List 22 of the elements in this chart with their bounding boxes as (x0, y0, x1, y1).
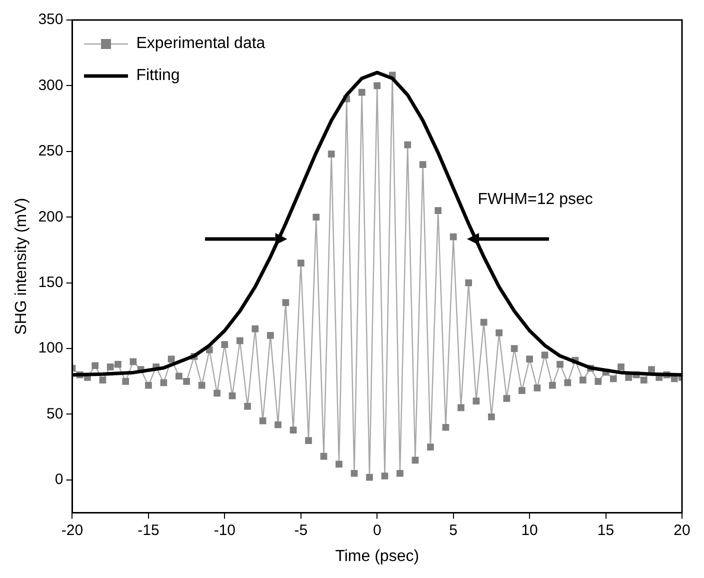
y-tick-label: 200 (38, 208, 64, 226)
annotation: FWHM=12 psec (478, 191, 593, 210)
x-tick-label: -5 (294, 522, 308, 539)
x-tick-label: -20 (61, 522, 84, 539)
legend-label: Experimental data (136, 35, 266, 53)
x-tick-label: 10 (521, 522, 538, 539)
x-tick-label: 20 (674, 522, 690, 539)
x-tick-label: -10 (214, 522, 236, 539)
y-tick-label: 250 (38, 142, 64, 160)
x-tick-label: 15 (597, 522, 614, 539)
y-axis-title: SHG intensity (mV) (13, 198, 30, 335)
x-axis-title: Time (psec) (335, 548, 420, 565)
x-tick-label: 0 (372, 522, 382, 539)
y-tick-label: 350 (38, 11, 64, 28)
x-tick-label: -15 (138, 522, 160, 539)
y-tick-label: 100 (38, 340, 64, 357)
y-tick-label: 150 (38, 274, 64, 291)
y-tick-label: 300 (38, 76, 64, 94)
x-tick-label: 5 (449, 522, 458, 539)
y-tick-label: 0 (54, 471, 64, 488)
legend-label: Fitting (136, 67, 180, 85)
y-tick-label: 50 (46, 405, 64, 422)
